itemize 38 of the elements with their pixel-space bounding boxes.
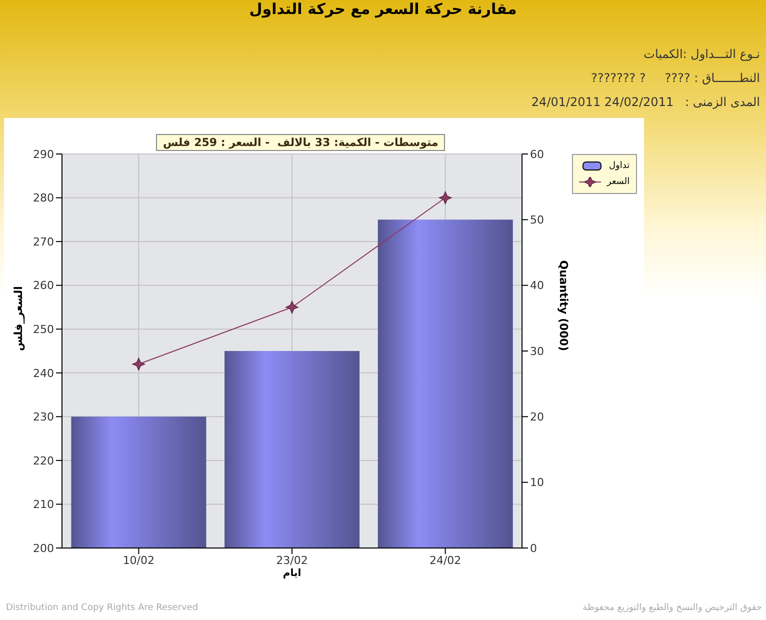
x-tick-label: 23/02 [276, 554, 308, 567]
text: Distribution and Copy Rights Are Reserved [6, 603, 198, 613]
y2-tick-label: 10 [530, 476, 544, 490]
y-tick-label: 220 [33, 454, 54, 468]
text: النطـــــــاق : ???? ? ??????? [590, 71, 760, 85]
y2-axis-title: Quantity (000) [557, 260, 570, 351]
x-axis-title: ايام [282, 568, 302, 579]
y-tick-label: 260 [33, 279, 54, 292]
point [438, 191, 452, 204]
y-tick-label: 200 [33, 542, 54, 555]
y-tick-label: 280 [33, 192, 54, 205]
bar [71, 416, 206, 548]
x-tick-label: 24/02 [429, 554, 462, 567]
y2-tick-label: 40 [530, 279, 544, 292]
bar [378, 220, 513, 548]
text: المدى الزمنى : 24/02/2011 24/01/2011 [531, 95, 760, 109]
y2-tick-label: 30 [530, 344, 544, 358]
y-tick-label: 240 [33, 366, 54, 380]
legend-label: السعر [607, 177, 630, 187]
y2-tick-label: 0 [530, 542, 537, 555]
point [132, 358, 146, 371]
y-tick-label: 210 [33, 498, 54, 512]
y-axis-title: السعر_فلس [12, 286, 25, 351]
text: حقوق الترخيص والنسخ والطبع والتوزيع محفوظة [582, 603, 762, 613]
y-tick-label: 250 [33, 323, 54, 336]
y-tick-label: 290 [33, 148, 54, 161]
y-tick-label: 270 [33, 235, 54, 248]
y-tick-label: 230 [33, 410, 54, 424]
legend-label: تداول [608, 161, 630, 171]
y2-tick-label: 60 [530, 148, 544, 161]
x-tick-label: 10/02 [122, 554, 155, 567]
point [286, 300, 298, 314]
y2-tick-label: 50 [530, 214, 544, 227]
bar [224, 351, 360, 548]
text: متوسطات - الكمية: 33 بالالف - السعر : 259 فلس [156, 134, 446, 151]
text: نـوع التـــداول :الكميات [644, 47, 760, 61]
chart-title: مقارنة حركة السعر مع حركة التداول [248, 0, 518, 18]
y2-tick-label: 20 [530, 410, 544, 424]
